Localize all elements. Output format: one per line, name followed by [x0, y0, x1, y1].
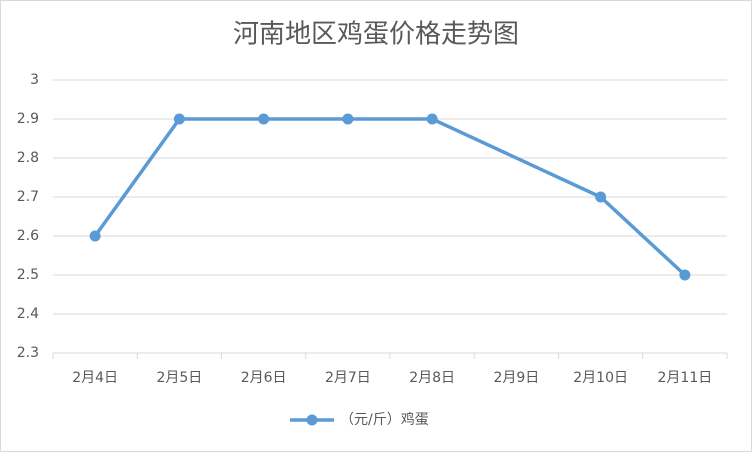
y-tick-label: 2.8 [17, 150, 39, 166]
y-tick-label: 2.5 [17, 267, 39, 283]
y-tick-label: 3 [30, 72, 39, 88]
marker [173, 113, 185, 125]
x-tick-label: 2月11日 [658, 370, 713, 386]
x-tick-label: 2月5日 [156, 370, 202, 386]
marker [342, 113, 354, 125]
legend-label: （元/斤）鸡蛋 [340, 411, 429, 428]
chart-title: 河南地区鸡蛋价格走势图 [233, 20, 519, 50]
marker [426, 113, 438, 125]
x-tick-label: 2月10日 [573, 370, 628, 386]
x-tick-label: 2月7日 [325, 370, 371, 386]
x-tick-label: 2月6日 [241, 370, 287, 386]
y-tick-label: 2.4 [17, 306, 39, 322]
marker [679, 269, 691, 281]
y-tick-label: 2.6 [17, 228, 39, 244]
y-tick-label: 2.3 [17, 345, 39, 361]
y-tick-label: 2.9 [17, 111, 39, 127]
x-tick-label: 2月4日 [72, 370, 118, 386]
marker [89, 230, 101, 242]
x-tick-label: 2月9日 [493, 370, 539, 386]
y-tick-label: 2.7 [17, 189, 39, 205]
legend-marker [306, 414, 318, 426]
x-tick-label: 2月8日 [409, 370, 455, 386]
marker [595, 191, 607, 203]
marker [258, 113, 270, 125]
